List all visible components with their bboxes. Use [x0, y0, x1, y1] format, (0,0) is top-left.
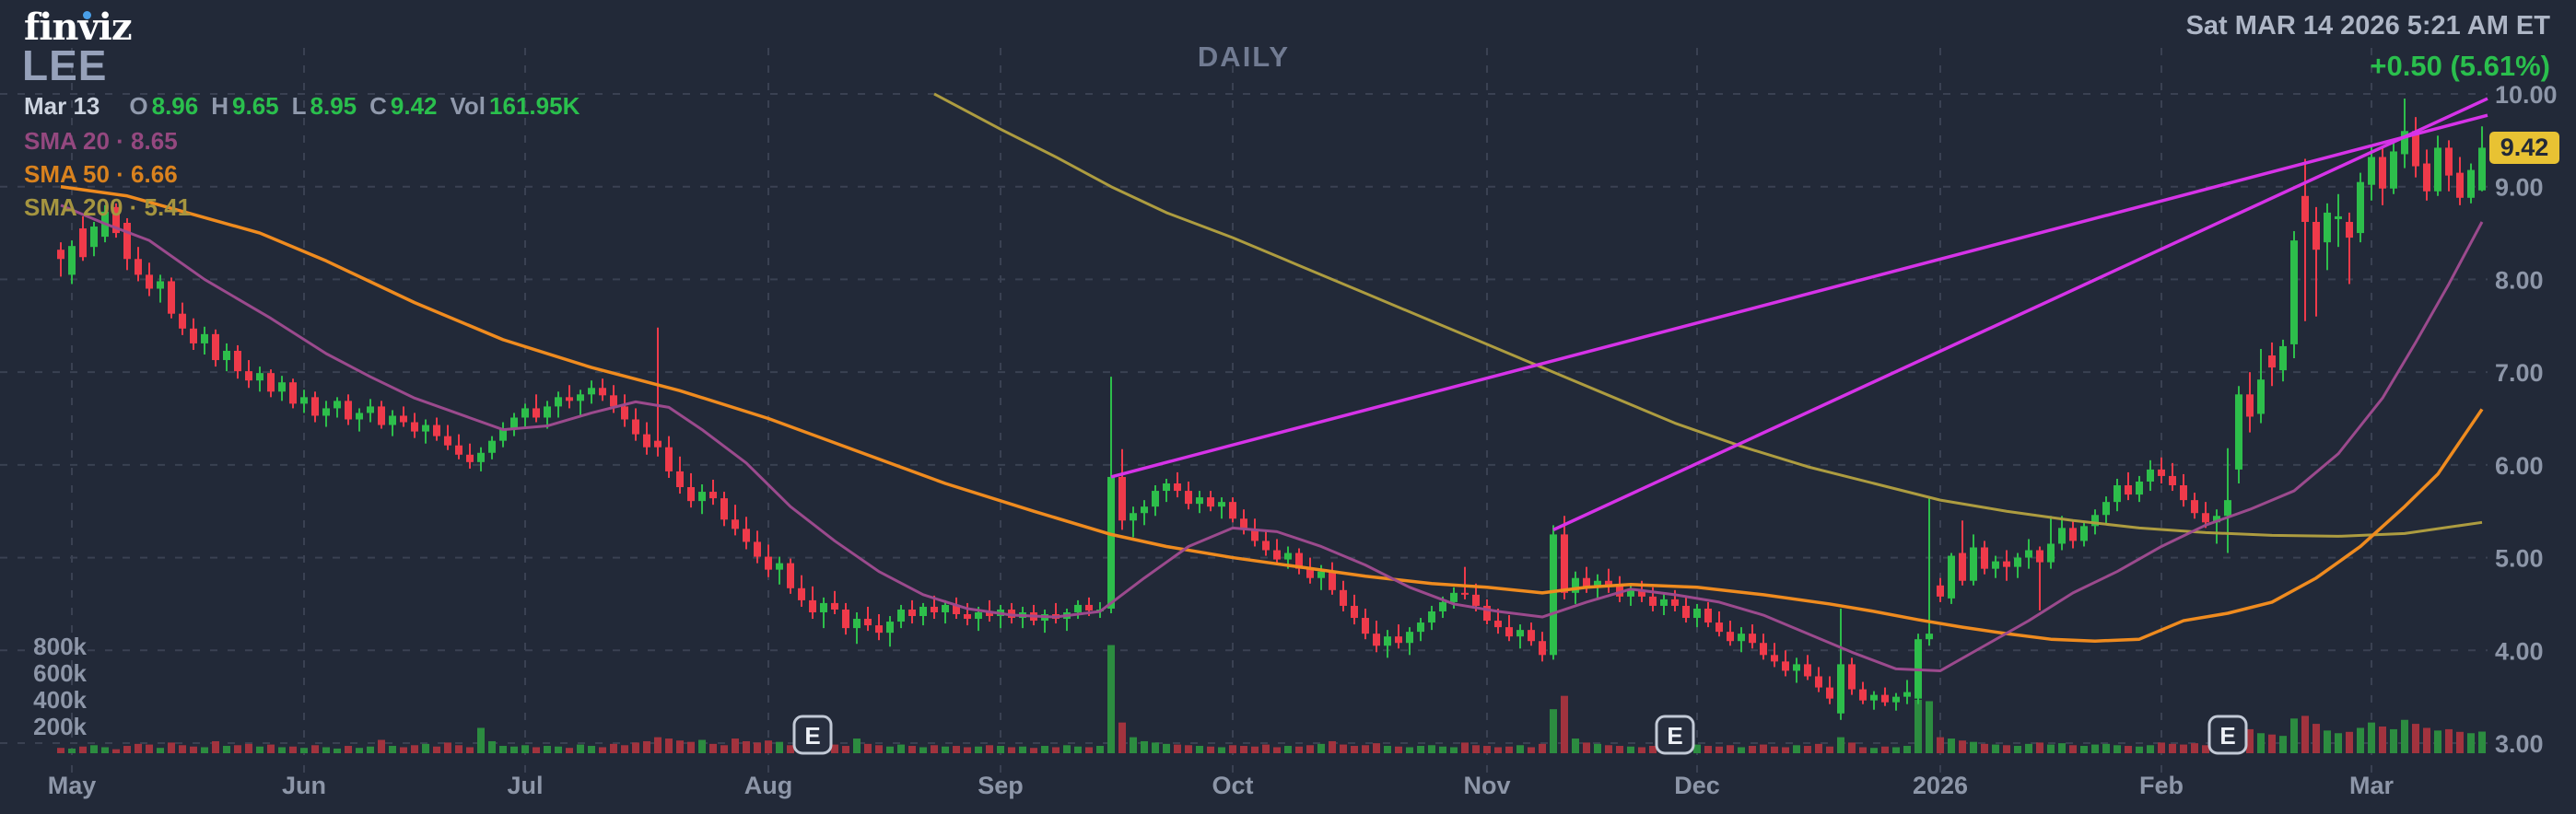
quote-date: Mar 13 [24, 92, 100, 120]
svg-text:600k: 600k [33, 659, 87, 687]
last-price-badge: 9.42 [2489, 132, 2559, 164]
svg-text:E: E [804, 722, 820, 750]
timeframe-label: DAILY [1197, 41, 1291, 73]
svg-text:6.00: 6.00 [2495, 452, 2544, 480]
svg-text:200k: 200k [33, 713, 87, 740]
svg-text:Aug: Aug [744, 772, 792, 799]
earnings-marker-icon [792, 715, 833, 755]
ticker-symbol: LEE [22, 41, 108, 89]
quote-low: L 8.95 [291, 92, 357, 120]
quote-high: H 9.65 [211, 92, 279, 120]
sma200-legend: SMA 200 · 5.41 [24, 193, 192, 221]
svg-text:Dec: Dec [1674, 772, 1720, 799]
svg-text:800k: 800k [33, 633, 87, 660]
svg-text:Oct: Oct [1212, 772, 1253, 799]
volume-bars [57, 645, 2486, 753]
finviz-logo-text: finviz [24, 6, 133, 49]
svg-text:7.00: 7.00 [2495, 359, 2544, 387]
quote-open: O 8.96 [129, 92, 199, 120]
svg-text:Feb: Feb [2139, 772, 2184, 799]
earnings-marker-icon [2207, 715, 2248, 755]
svg-text:Mar: Mar [2349, 772, 2395, 799]
svg-text:Jun: Jun [282, 772, 326, 799]
finviz-logo[interactable]: finviz [24, 6, 133, 49]
svg-text:5.00: 5.00 [2495, 545, 2544, 573]
finviz-logo-dot-icon [83, 11, 91, 19]
datetime-label: Sat MAR 14 2026 5:21 AM ET [2185, 11, 2550, 41]
price-change-label: +0.50 (5.61%) [2370, 50, 2550, 82]
candlestick-series[interactable] [57, 99, 2486, 720]
svg-text:Nov: Nov [1463, 772, 1510, 799]
earnings-marker-icon [1655, 715, 1695, 755]
svg-text:3.00: 3.00 [2495, 730, 2544, 758]
sma20-line [60, 204, 2484, 672]
svg-text:10.00: 10.00 [2495, 81, 2558, 109]
month-axis-labels: May Jun Jul Aug Sep Oct Nov Dec 2026 Feb Mar [48, 772, 2395, 799]
svg-text:8.00: 8.00 [2495, 266, 2544, 294]
quote-row: Mar 13 O 8.96 H 9.65 L 8.95 C 9.42 Vol 1… [24, 92, 580, 121]
sma200-line [933, 92, 2483, 538]
svg-text:May: May [48, 772, 97, 799]
svg-text:2026: 2026 [1913, 772, 1968, 799]
svg-text:E: E [1667, 722, 1682, 750]
svg-text:9.00: 9.00 [2495, 174, 2544, 202]
sma50-line [60, 184, 2484, 643]
sma20-legend: SMA 20 · 8.65 [24, 127, 178, 155]
grid-lines [0, 48, 2488, 777]
svg-text:400k: 400k [33, 686, 87, 714]
svg-text:E: E [2219, 722, 2235, 750]
price-axis-labels: 10.00 9.00 8.00 7.00 6.00 5.00 4.00 3.00 [2495, 81, 2558, 758]
sma50-legend: SMA 50 · 6.66 [24, 160, 178, 188]
svg-text:Sep: Sep [978, 772, 1024, 799]
svg-text:Jul: Jul [507, 772, 543, 799]
quote-volume: Vol 161.95K [450, 92, 580, 120]
svg-text:4.00: 4.00 [2495, 637, 2544, 665]
trendlines [1110, 97, 2488, 531]
quote-close: C 9.42 [369, 92, 438, 120]
